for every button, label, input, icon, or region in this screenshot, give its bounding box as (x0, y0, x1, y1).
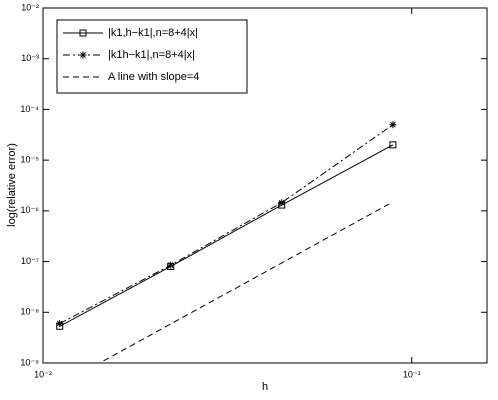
marker (278, 199, 286, 207)
plot-frame (42, 7, 488, 364)
marker-stroke (167, 262, 174, 269)
legend-marker (79, 29, 87, 37)
legend-label: |k1h−k1|,n=8+4|x| (108, 49, 195, 61)
x-tick-label: 10⁻² (34, 369, 52, 379)
legend-marker (79, 51, 87, 59)
series-line (59, 124, 394, 324)
marker (167, 261, 175, 269)
marker-stroke (390, 121, 396, 128)
marker (56, 320, 64, 328)
y-tick-label: 10⁻⁹ (20, 357, 39, 367)
y-tick-label: 10⁻⁶ (21, 205, 40, 215)
x-tick-label: 10⁻¹ (403, 369, 421, 379)
legend-label: A line with slope=4 (108, 71, 199, 83)
marker-stroke (56, 320, 63, 327)
series-line (98, 201, 394, 363)
y-axis-label: log(relative error) (6, 143, 18, 227)
plot-area (59, 124, 394, 363)
y-tick-label: 10⁻² (21, 2, 39, 12)
x-axis-label: h (262, 381, 268, 393)
y-tick-label: 10⁻⁵ (21, 155, 40, 165)
marker-stroke (278, 199, 285, 206)
y-tick-label: 10⁻⁴ (20, 104, 39, 114)
legend-box (56, 19, 248, 94)
y-tick-label: 10⁻⁸ (20, 307, 39, 317)
marker (389, 141, 397, 149)
y-tick-label: 10⁻⁷ (21, 256, 39, 266)
marker-stroke (80, 52, 86, 58)
y-tick-label: 10⁻³ (21, 53, 39, 63)
legend-label: |k1,h−k1|,n=8+4|x| (108, 27, 198, 39)
series-line (59, 144, 394, 327)
marker (389, 121, 397, 129)
